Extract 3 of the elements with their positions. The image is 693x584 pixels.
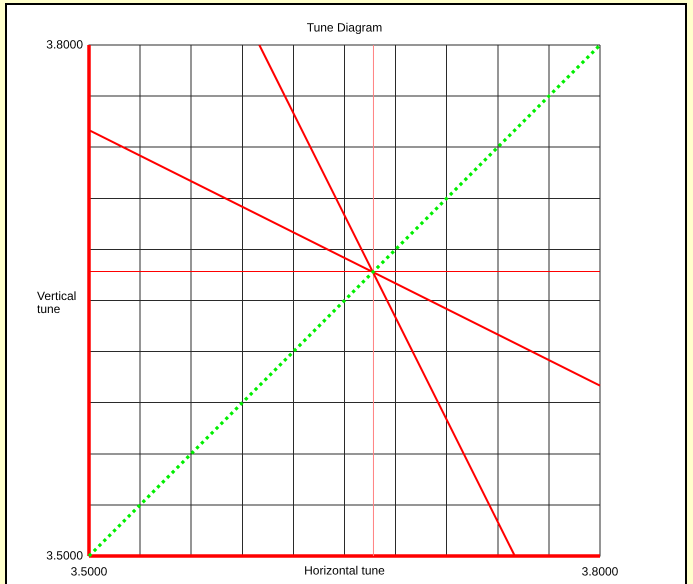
chart-title: Tune Diagram bbox=[306, 20, 382, 34]
y-axis-title: Vertical tune bbox=[37, 289, 78, 316]
x-axis-title: Horizontal tune bbox=[304, 563, 386, 578]
